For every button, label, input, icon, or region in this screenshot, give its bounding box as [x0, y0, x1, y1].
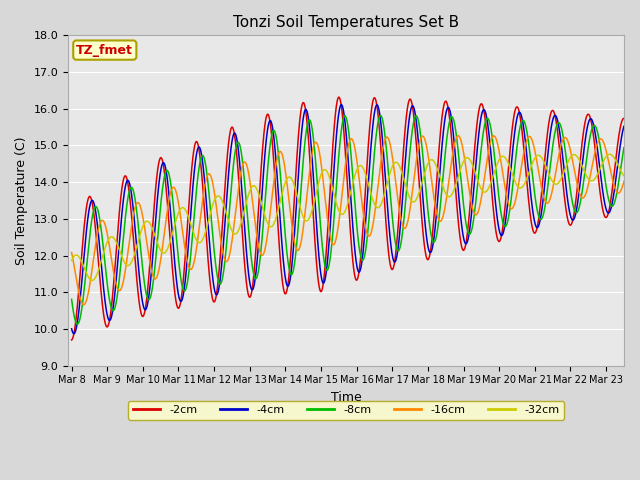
Line: -16cm: -16cm [72, 136, 624, 305]
-32cm [68, 258, 76, 264]
-32cm [604, 152, 612, 157]
-4cm [620, 123, 628, 129]
-4cm [337, 103, 344, 108]
-4cm [337, 102, 345, 108]
-16cm [337, 206, 344, 212]
-8cm [68, 297, 76, 302]
-16cm [454, 133, 462, 139]
Legend: -2cm, -4cm, -8cm, -16cm, -32cm: -2cm, -4cm, -8cm, -16cm, -32cm [128, 401, 564, 420]
-16cm [68, 250, 76, 255]
-2cm [620, 116, 628, 121]
-16cm [322, 202, 330, 207]
-32cm [620, 173, 628, 179]
-16cm [80, 302, 88, 308]
-8cm [337, 135, 344, 141]
-4cm [605, 210, 612, 216]
-4cm [503, 206, 511, 212]
-2cm [503, 186, 511, 192]
Text: TZ_fmet: TZ_fmet [76, 44, 133, 57]
-4cm [604, 210, 612, 216]
-32cm [605, 151, 613, 157]
-32cm [322, 167, 330, 173]
-4cm [70, 331, 77, 336]
-16cm [96, 220, 104, 226]
-16cm [604, 156, 612, 162]
-8cm [620, 145, 628, 151]
-4cm [68, 326, 76, 332]
Y-axis label: Soil Temperature (C): Soil Temperature (C) [15, 136, 28, 265]
-32cm [337, 210, 344, 216]
-16cm [503, 195, 511, 201]
X-axis label: Time: Time [331, 391, 362, 404]
-2cm [322, 259, 330, 264]
-8cm [605, 196, 612, 202]
Line: -8cm: -8cm [72, 115, 624, 324]
-2cm [335, 94, 342, 100]
-16cm [620, 179, 628, 184]
-4cm [322, 273, 330, 278]
-2cm [604, 212, 612, 217]
-8cm [96, 218, 104, 224]
-32cm [604, 152, 612, 158]
-16cm [605, 158, 612, 164]
-8cm [503, 221, 511, 227]
Title: Tonzi Soil Temperatures Set B: Tonzi Soil Temperatures Set B [233, 15, 459, 30]
-8cm [74, 321, 81, 327]
Line: -32cm: -32cm [72, 154, 624, 280]
-2cm [68, 337, 76, 343]
-32cm [96, 263, 104, 268]
-32cm [88, 277, 96, 283]
-2cm [337, 98, 344, 104]
-8cm [604, 194, 612, 200]
-4cm [96, 248, 104, 254]
Line: -2cm: -2cm [72, 97, 624, 340]
-8cm [322, 266, 330, 272]
-2cm [604, 211, 612, 216]
-32cm [503, 157, 511, 163]
-2cm [96, 275, 104, 280]
-8cm [377, 112, 385, 118]
Line: -4cm: -4cm [72, 105, 624, 334]
